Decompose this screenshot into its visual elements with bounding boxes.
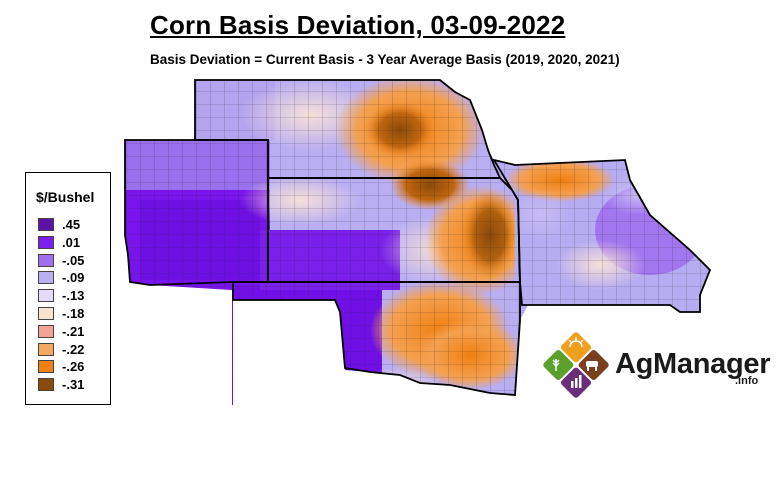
legend-label: -.05 (62, 252, 85, 268)
map-title: Corn Basis Deviation, 03-09-2022 (150, 10, 566, 40)
logo-wheat-tile (543, 349, 574, 381)
legend-swatch (38, 360, 54, 374)
legend-label: -.09 (62, 270, 85, 286)
legend-swatch (38, 324, 54, 338)
map-subtitle: Basis Deviation = Current Basis - 3 Year… (150, 52, 620, 67)
legend-swatch (38, 342, 54, 356)
legend-label: -.21 (62, 323, 85, 339)
legend-item: .45 (38, 217, 108, 233)
legend-label: -.26 (62, 359, 85, 375)
legend-item: -.05 (38, 253, 108, 269)
legend-item: -.21 (38, 324, 108, 340)
legend-item: -.26 (38, 359, 108, 375)
legend-item: .01 (38, 235, 108, 251)
legend-label: .01 (62, 234, 81, 250)
legend-label: -.18 (62, 306, 85, 321)
nebraska-border (194, 79, 502, 179)
legend-swatch (38, 235, 54, 249)
brand-suffix: .info (735, 375, 759, 387)
legend-item: -.13 (38, 288, 108, 304)
legend-swatch (38, 218, 54, 231)
state-borders (124, 79, 712, 396)
legend-swatch (38, 378, 54, 392)
legend-item: -.09 (38, 270, 108, 286)
legend-item: -.31 (38, 377, 108, 393)
legend-title: $/Bushel (36, 189, 95, 205)
brand-name: AgManager (615, 348, 771, 380)
legend-swatch (38, 271, 54, 285)
agmanager-logo-icon (543, 332, 609, 398)
legend-label: .45 (62, 217, 81, 232)
legend-label: -.22 (62, 341, 85, 357)
missouri-border (492, 158, 712, 313)
logo-sun-tile (560, 332, 592, 363)
legend-label: -.13 (62, 288, 85, 304)
legend-swatch (38, 307, 54, 320)
legend-item: -.18 (38, 306, 108, 322)
legend-item: -.22 (38, 342, 108, 358)
legend: $/Bushel .45 .01 -.05 -.09 -.13 -.18 -.21 -.22 -… (25, 172, 111, 405)
legend-swatch (38, 253, 54, 267)
legend-swatch (38, 289, 54, 303)
oklahoma-border (232, 281, 521, 396)
legend-label: -.31 (62, 377, 85, 393)
